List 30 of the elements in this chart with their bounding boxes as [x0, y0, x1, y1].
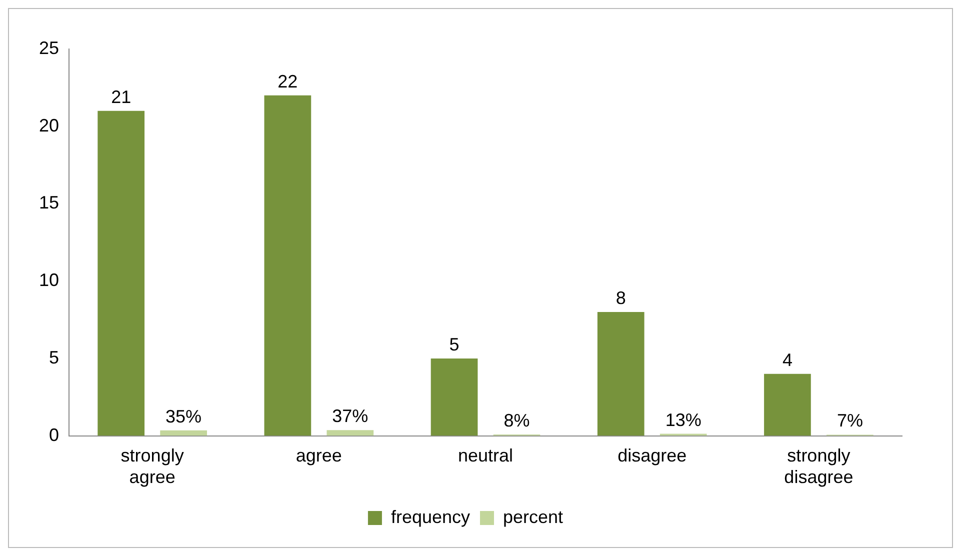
bar — [764, 374, 811, 436]
data-label: 5 — [449, 334, 460, 354]
x-tick-label: agree — [296, 446, 342, 466]
x-tick-label: disagree — [618, 446, 687, 466]
data-label: 21 — [111, 86, 132, 107]
data-label: 13% — [665, 410, 702, 430]
data-label: 37% — [332, 406, 368, 426]
bar — [98, 110, 145, 436]
y-tick-label: 25 — [38, 38, 60, 58]
y-tick-label: 0 — [49, 424, 60, 445]
data-label: 4 — [782, 350, 792, 370]
x-tick-label: strongly agree — [120, 446, 184, 488]
bar — [597, 312, 644, 436]
bar — [326, 430, 374, 436]
data-label: 8 — [616, 288, 626, 308]
y-tick-label: 10 — [38, 270, 60, 290]
y-tick-label: 15 — [38, 192, 60, 213]
y-tick-label: 5 — [49, 347, 60, 368]
bar — [160, 430, 207, 436]
legend-label: frequency — [390, 506, 470, 527]
data-label: 8% — [504, 410, 530, 431]
x-tick-label: neutral — [458, 446, 514, 466]
legend-label: percent — [503, 506, 564, 527]
x-tick-label: strongly disagree — [784, 446, 854, 488]
data-label: 35% — [166, 406, 202, 426]
bar — [264, 95, 312, 436]
data-label: 22 — [278, 71, 298, 92]
data-label: 7% — [836, 410, 863, 431]
y-tick-label: 20 — [38, 115, 60, 136]
bar — [430, 358, 478, 436]
